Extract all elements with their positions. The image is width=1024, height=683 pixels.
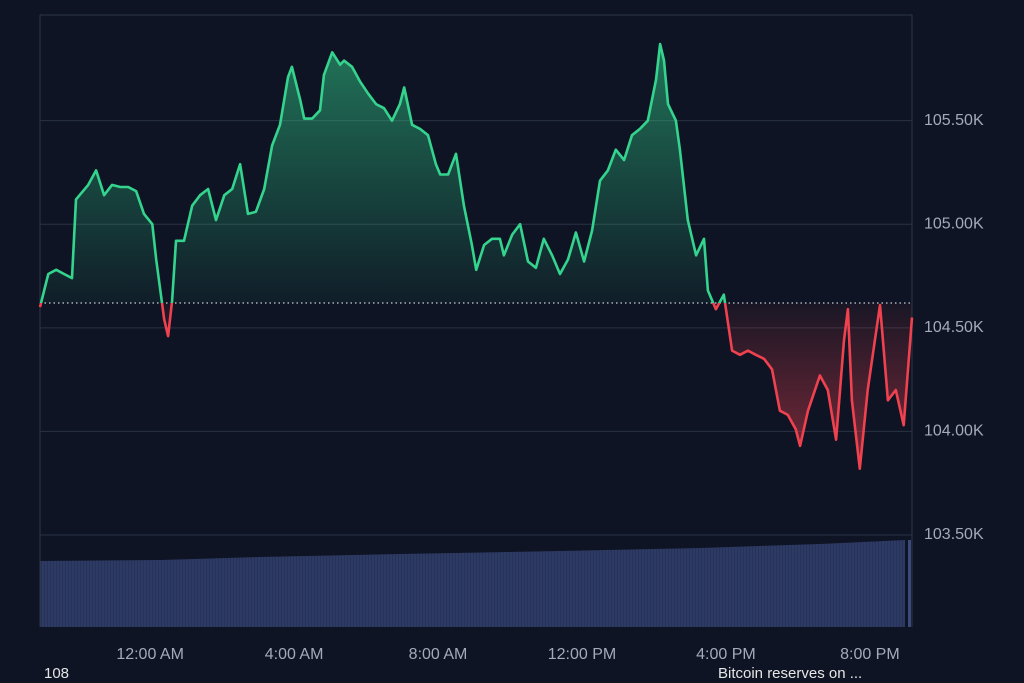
y-tick-label: 105.50K <box>924 112 984 129</box>
plot-frame <box>39 14 913 627</box>
volume-bar-last <box>908 540 911 627</box>
x-tick-label: 12:00 PM <box>548 646 616 663</box>
volume-bars <box>40 540 905 627</box>
x-tick-label: 12:00 AM <box>116 646 184 663</box>
footer-left: 108 <box>44 665 69 682</box>
y-tick-label: 104.50K <box>924 319 984 336</box>
volume-gap <box>905 540 908 627</box>
y-tick-label: 103.50K <box>924 526 984 543</box>
x-tick-label: 8:00 PM <box>840 646 900 663</box>
area <box>40 44 912 469</box>
x-tick-label: 4:00 AM <box>265 646 324 663</box>
x-tick-label: 4:00 PM <box>696 646 756 663</box>
y-tick-label: 104.00K <box>924 423 984 440</box>
price-line <box>38 42 914 470</box>
y-tick-label: 105.00K <box>924 215 984 232</box>
footer-right: Bitcoin reserves on ... <box>718 665 862 682</box>
x-tick-label: 8:00 AM <box>409 646 468 663</box>
